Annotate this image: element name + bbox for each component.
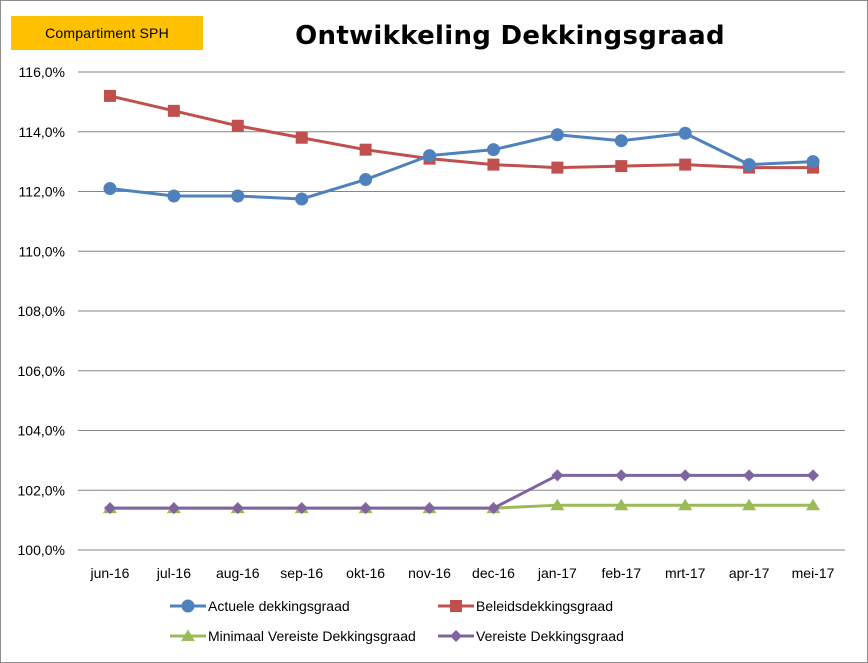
legend-label: Beleidsdekkingsgraad <box>476 598 613 614</box>
legend-marker <box>450 600 462 612</box>
series-triangle <box>102 498 821 514</box>
legend-entry: Beleidsdekkingsgraad <box>438 598 613 614</box>
data-point <box>550 128 564 142</box>
y-tick-label: 102,0% <box>18 482 65 498</box>
compartment-badge-label: Compartiment SPH <box>45 25 169 41</box>
data-point <box>295 131 308 144</box>
x-tick-label: okt-16 <box>346 565 385 581</box>
data-point <box>359 173 373 187</box>
data-point <box>423 149 437 163</box>
data-point <box>231 119 244 132</box>
legend: Actuele dekkingsgraad Beleidsdekkingsgraa… <box>170 598 624 644</box>
x-tick-label: feb-17 <box>601 565 641 581</box>
y-tick-label: 114,0% <box>19 124 65 140</box>
data-point <box>103 89 116 102</box>
legend-entry: Vereiste Dekkingsgraad <box>438 628 624 644</box>
data-point <box>679 469 692 482</box>
data-point <box>679 158 692 171</box>
x-tick-label: mrt-17 <box>665 565 706 581</box>
data-point <box>359 143 372 156</box>
legend-label: Vereiste Dekkingsgraad <box>476 628 624 644</box>
y-tick-label: 112,0% <box>19 184 65 200</box>
data-point <box>742 498 757 511</box>
data-point <box>359 502 372 515</box>
data-point <box>742 158 756 172</box>
y-axis-tick-labels: 100,0% 102,0% 104,0% 106,0% 108,0% 110,0% 112,… <box>18 64 65 558</box>
data-point <box>295 502 308 515</box>
y-tick-label: 100,0% <box>18 542 65 558</box>
gridlines <box>78 71 845 551</box>
series-diamond <box>103 469 820 515</box>
data-point <box>487 158 500 171</box>
x-tick-label: jan-17 <box>537 565 577 581</box>
data-point <box>231 189 245 203</box>
series-line <box>109 94 814 170</box>
x-tick-label: dec-16 <box>472 565 515 581</box>
series-line <box>109 473 814 510</box>
data-point <box>615 160 628 173</box>
legend-entry: Minimaal Vereiste Dekkingsgraad <box>170 628 416 644</box>
series-lines <box>102 89 821 515</box>
series-line <box>109 131 814 201</box>
data-point <box>423 502 436 515</box>
legend-marker <box>450 630 462 642</box>
y-tick-label: 108,0% <box>18 303 65 319</box>
legend-label: Actuele dekkingsgraad <box>208 598 350 614</box>
data-point <box>807 469 820 482</box>
data-point <box>806 155 820 169</box>
data-point <box>614 498 629 511</box>
data-point <box>551 469 564 482</box>
series-circle <box>103 126 820 206</box>
x-tick-label: jun-16 <box>89 565 129 581</box>
y-tick-label: 110,0% <box>19 243 65 259</box>
data-point <box>614 134 628 148</box>
legend-label: Minimaal Vereiste Dekkingsgraad <box>208 628 416 644</box>
legend-marker <box>181 599 195 613</box>
data-point <box>806 498 821 511</box>
compartment-badge: Compartiment SPH <box>11 16 203 50</box>
x-tick-label: apr-17 <box>729 565 770 581</box>
x-tick-label: sep-16 <box>280 565 323 581</box>
data-point <box>615 469 628 482</box>
data-point <box>486 143 500 157</box>
chart-title: Ontwikkeling Dekkingsgraad <box>295 21 725 51</box>
data-point <box>551 161 564 174</box>
x-tick-label: nov-16 <box>408 565 451 581</box>
data-point <box>103 182 117 196</box>
data-point <box>167 104 180 117</box>
data-point <box>167 502 180 515</box>
data-point <box>231 502 244 515</box>
data-point <box>103 502 116 515</box>
data-point <box>678 498 693 511</box>
x-axis-tick-labels: jun-16 jul-16 aug-16 sep-16 okt-16 nov-16 dec-… <box>89 565 834 581</box>
x-tick-label: mei-17 <box>792 565 835 581</box>
data-point <box>550 498 565 511</box>
data-point <box>167 189 181 203</box>
x-tick-label: aug-16 <box>216 565 260 581</box>
legend-entry: Actuele dekkingsgraad <box>170 598 350 614</box>
y-tick-label: 104,0% <box>18 423 65 439</box>
y-tick-label: 116,0% <box>19 64 65 80</box>
legend-marker <box>181 629 195 641</box>
y-tick-label: 106,0% <box>18 363 65 379</box>
data-point <box>487 502 500 515</box>
x-tick-label: jul-16 <box>156 565 191 581</box>
data-point <box>295 192 309 206</box>
data-point <box>678 126 692 140</box>
data-point <box>743 469 756 482</box>
